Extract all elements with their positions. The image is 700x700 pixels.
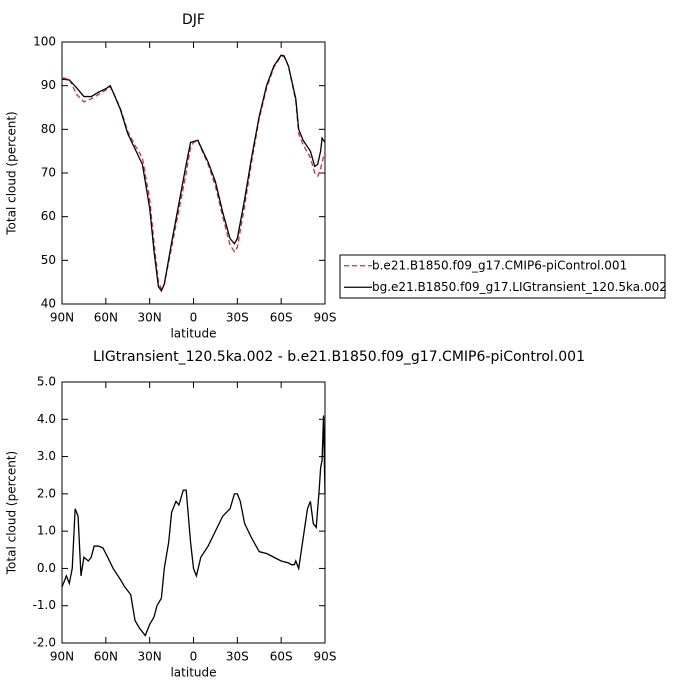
y-tick-label: 80 bbox=[41, 122, 56, 136]
x-tick-label: 30N bbox=[138, 311, 162, 325]
y-tick-label: 40 bbox=[41, 297, 56, 311]
x-tick-label: 30N bbox=[138, 650, 162, 664]
y-tick-label: 1.0 bbox=[37, 524, 56, 538]
plot-frame bbox=[61, 41, 326, 305]
x-tick-label: 0 bbox=[190, 311, 198, 325]
y-tick-label: 4.0 bbox=[37, 412, 56, 426]
x-axis-label: latitude bbox=[170, 666, 216, 680]
x-tick-label: 60S bbox=[270, 650, 293, 664]
x-tick-label: 60S bbox=[270, 311, 293, 325]
x-tick-label: 90S bbox=[314, 650, 337, 664]
y-tick-label: -1.0 bbox=[33, 598, 56, 612]
x-tick-label: 60N bbox=[94, 311, 118, 325]
y-tick-label: 5.0 bbox=[37, 375, 56, 389]
y-tick-label: 70 bbox=[41, 166, 56, 180]
y-tick-label: 0.0 bbox=[37, 561, 56, 575]
y-tick-label: 50 bbox=[41, 253, 56, 267]
y-tick-label: 100 bbox=[33, 35, 56, 49]
y-tick-label: 3.0 bbox=[37, 449, 56, 463]
y-tick-label: 90 bbox=[41, 78, 56, 92]
x-tick-label: 60N bbox=[94, 650, 118, 664]
plot-frame bbox=[61, 381, 326, 644]
y-axis-label: Total cloud (percent) bbox=[5, 111, 19, 235]
legend-label: b.e21.B1850.f09_g17.CMIP6-piControl.001 bbox=[372, 258, 627, 272]
x-axis-label: latitude bbox=[170, 327, 216, 341]
chart-title: DJF bbox=[182, 12, 205, 28]
x-tick-label: 0 bbox=[190, 650, 198, 664]
series-line bbox=[61, 415, 326, 637]
x-tick-label: 30S bbox=[226, 650, 249, 664]
series-line bbox=[61, 54, 326, 293]
chart-title: LIGtransient_120.5ka.002 - b.e21.B1850.f… bbox=[93, 349, 585, 365]
x-tick-label: 90S bbox=[314, 311, 337, 325]
y-tick-label: 2.0 bbox=[37, 486, 56, 500]
x-tick-label: 90N bbox=[50, 311, 74, 325]
y-tick-label: -2.0 bbox=[33, 636, 56, 650]
legend-box bbox=[339, 254, 666, 299]
legend-label: bg.e21.B1850.f09_g17.LIGtransient_120.5k… bbox=[372, 280, 667, 294]
x-tick-label: 30S bbox=[226, 311, 249, 325]
x-tick-label: 90N bbox=[50, 650, 74, 664]
y-tick-label: 60 bbox=[41, 209, 56, 223]
y-axis-label: Total cloud (percent) bbox=[5, 451, 19, 575]
